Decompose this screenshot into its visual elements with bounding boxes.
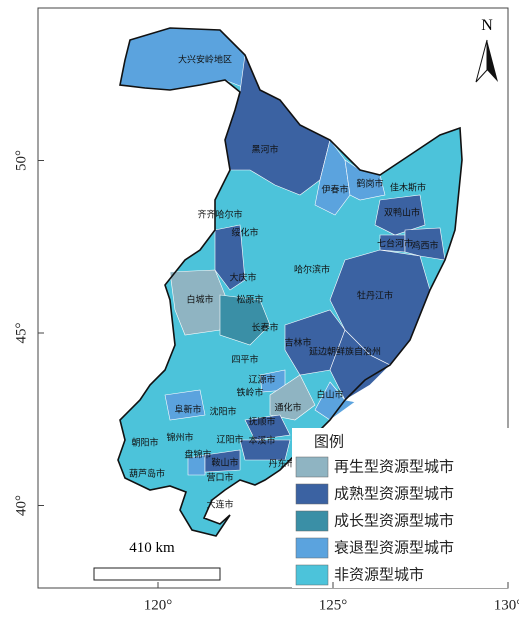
scale-label: 410 km xyxy=(129,540,175,556)
y-tick-label: 45° xyxy=(13,323,29,344)
region xyxy=(164,389,206,421)
legend-label: 非资源型城市 xyxy=(334,566,424,584)
region-label: 营口市 xyxy=(206,472,233,484)
region-label: 长春市 xyxy=(251,322,278,334)
region-label: 吉林市 xyxy=(284,337,311,349)
regions xyxy=(117,27,463,537)
region xyxy=(329,329,391,401)
y-tick-label: 50° xyxy=(13,150,29,171)
region-label: 鸡西市 xyxy=(411,240,438,252)
region-label: 通化市 xyxy=(274,402,301,414)
legend-label: 衰退型资源型城市 xyxy=(334,539,454,557)
region xyxy=(219,294,271,346)
legend-title: 图例 xyxy=(314,433,344,451)
region xyxy=(314,381,356,421)
region-label: 阜新市 xyxy=(174,404,201,416)
region-label: 牡丹江市 xyxy=(357,290,393,302)
region-label: 盘锦市 xyxy=(184,449,211,461)
scale-rect xyxy=(93,567,221,581)
region-label: 延边朝鲜族自治州 xyxy=(309,346,381,358)
region-label: 朝阳市 xyxy=(131,437,158,449)
region-label: 白城市 xyxy=(186,294,213,306)
axes: 120° 125° 130° 40° 45° 50° xyxy=(13,150,519,613)
y-tick-label: 40° xyxy=(13,495,29,516)
region-label: 双鸭山市 xyxy=(384,207,420,219)
region-label: 四平市 xyxy=(231,354,258,366)
region-label: 沈阳市 xyxy=(209,406,236,418)
region-label: 辽源市 xyxy=(248,374,275,386)
legend-swatch xyxy=(295,456,329,478)
north-arrow-right xyxy=(487,40,498,82)
region xyxy=(204,449,241,473)
region-label: 齐齐哈尔市 xyxy=(197,209,242,221)
legend: 图例 再生型资源型城市成熟型资源型城市成长型资源型城市衰退型资源型城市非资源型城… xyxy=(292,428,514,588)
region xyxy=(244,414,291,441)
legend-swatch xyxy=(295,537,329,559)
north-arrow: N xyxy=(475,17,498,83)
region-label: 葫芦岛市 xyxy=(129,468,165,480)
legend-swatch xyxy=(295,483,329,505)
x-tick-label: 130° xyxy=(494,597,519,613)
region-label: 抚顺市 xyxy=(248,416,275,428)
region-label: 鞍山市 xyxy=(211,457,238,469)
region-label: 哈尔滨市 xyxy=(294,264,330,276)
region-label: 本溪市 xyxy=(248,435,275,447)
region-label: 佳木斯市 xyxy=(390,182,426,194)
region-label: 辽阳市 xyxy=(216,434,243,446)
legend-label: 再生型资源型城市 xyxy=(334,458,454,476)
region-label: 白山市 xyxy=(316,389,343,401)
region-label: 鹤岗市 xyxy=(356,178,383,190)
region xyxy=(269,374,316,421)
region-label: 黑河市 xyxy=(251,144,278,156)
region-label: 大连市 xyxy=(206,499,233,511)
region-label: 铁岭市 xyxy=(236,387,263,399)
region-label: 七台河市 xyxy=(377,238,413,250)
region xyxy=(187,454,206,476)
region-label: 松原市 xyxy=(236,294,263,306)
region xyxy=(214,224,246,291)
x-tick-label: 120° xyxy=(144,597,173,613)
legend-label: 成熟型资源型城市 xyxy=(334,485,454,503)
scale-bar: 410 km xyxy=(93,540,221,581)
region-label: 绥化市 xyxy=(231,227,258,239)
region-label: 大兴安岭地区 xyxy=(178,54,232,66)
region-label: 丹东市 xyxy=(268,458,295,470)
legend-swatch xyxy=(295,510,329,532)
region-label: 大庆市 xyxy=(229,272,256,284)
x-tick-label: 125° xyxy=(319,597,348,613)
region-label: 伊春市 xyxy=(321,184,348,196)
north-label: N xyxy=(481,17,493,34)
legend-label: 成长型资源型城市 xyxy=(334,512,454,530)
region-label: 锦州市 xyxy=(166,432,193,444)
legend-swatch xyxy=(295,564,329,586)
region-outline xyxy=(117,27,463,537)
legend-box xyxy=(292,428,514,588)
region xyxy=(404,227,446,261)
region xyxy=(239,439,291,461)
